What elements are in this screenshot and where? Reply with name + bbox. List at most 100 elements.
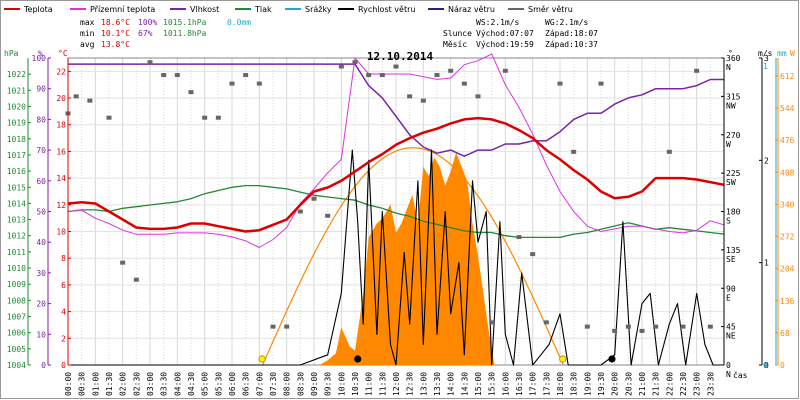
wind-direction-point [694, 68, 700, 73]
x-tick-label: 22:30 [679, 372, 688, 396]
x-tick-label: 09:30 [324, 372, 333, 396]
hpa-tick-label: 1011 [7, 248, 26, 257]
sunset-time: Západ:18:07 [545, 29, 598, 38]
w-tick-label: 204 [780, 265, 795, 274]
x-tick-label: 12:30 [406, 372, 415, 396]
moonrise-marker [608, 355, 616, 363]
solar-potential-line [262, 147, 564, 366]
ms-tick-label: 3 [764, 54, 769, 63]
stat-min-pressure: 1011.8hPa [163, 29, 207, 38]
x-tick-label: 15:30 [488, 372, 497, 396]
w-tick-label: 340 [780, 200, 795, 209]
moonset-time: Západ:10:37 [545, 40, 598, 49]
deg-tick-label: 315 [726, 92, 741, 101]
hpa-tick-label: 1009 [7, 280, 26, 289]
wind-direction-point [284, 324, 290, 329]
hpa-tick-label: 1013 [7, 216, 26, 225]
x-tick-label: 09:00 [310, 372, 319, 396]
x-tick-label: 23:30 [706, 372, 715, 396]
x-tick-label: 17:00 [529, 372, 538, 396]
w-tick-label: 408 [780, 168, 795, 177]
w-tick-label: 476 [780, 136, 795, 145]
pct-tick-label: 100 [32, 54, 47, 63]
pct-tick-label: 60 [36, 177, 46, 186]
wind-direction-point [106, 115, 112, 120]
mm-tick-label: 1 [763, 62, 768, 71]
series-layer [67, 53, 725, 366]
w-tick-label: 612 [780, 72, 795, 81]
deg-tick-label: 225 [726, 169, 741, 178]
w-tick-label: 544 [780, 104, 795, 113]
solar-radiation-area [319, 152, 495, 365]
hpa-tick-label: 1021 [7, 86, 26, 95]
x-tick-label: 10:30 [351, 372, 360, 396]
stat-min-label: min [80, 29, 95, 38]
wind-direction-point [87, 98, 93, 103]
x-tick-label: 21:30 [652, 372, 661, 396]
hpa-tick-label: 1014 [7, 199, 26, 208]
deg-dir-label: N [726, 370, 731, 379]
x-tick-label: 19:00 [583, 372, 592, 396]
pct-tick-label: 50 [36, 208, 46, 217]
temp-tick-label: 16 [56, 147, 66, 156]
moonset-marker [354, 355, 362, 363]
sunrise-marker [258, 355, 266, 363]
x-tick-label: 17:30 [542, 372, 551, 396]
hpa-tick-label: 1015 [7, 183, 26, 192]
wind-direction-point [666, 149, 672, 154]
x-tick-label: 18:30 [570, 372, 579, 396]
x-tick-label: 00:30 [78, 372, 87, 396]
temp-axis-label: °C [58, 49, 68, 58]
wind-direction-point [174, 73, 180, 78]
wind-direction-point [243, 73, 249, 78]
wind-direction-point [625, 324, 631, 329]
x-tick-label: 05:30 [214, 372, 223, 396]
w-axis-label: W [790, 49, 795, 58]
x-tick-label: 01:30 [105, 372, 114, 396]
sunset-marker [559, 355, 567, 363]
legend-item-gust: Náraz větru [448, 5, 495, 14]
wind-direction-point [147, 60, 153, 65]
hpa-tick-label: 1012 [7, 232, 26, 241]
x-tick-label: 20:00 [611, 372, 620, 396]
hpa-tick-label: 1006 [7, 329, 26, 338]
legend-item-pressure: Tlak [254, 5, 272, 14]
x-tick-label: 14:30 [460, 372, 469, 396]
x-tick-label: 02:30 [132, 372, 141, 396]
wind-direction-point [270, 324, 276, 329]
legend-item-rain: Srážky [305, 5, 332, 14]
wind-speed-info: WS:2.1m/s [476, 18, 520, 27]
deg-tick-label: 135 [726, 246, 741, 255]
wind-direction-point [229, 81, 235, 86]
legend: Teplota Přízemní teplota Vlhkost Tlak Sr… [4, 5, 573, 14]
deg-tick-label: 0 [726, 361, 731, 370]
deg-dir-label: W [726, 140, 731, 149]
wind-direction-point [161, 73, 167, 78]
wind-direction-point [256, 81, 262, 86]
wind-direction-point [489, 320, 495, 325]
x-tick-label: 16:00 [501, 372, 510, 396]
hpa-tick-label: 1016 [7, 167, 26, 176]
x-tick-label: 23:00 [693, 372, 702, 396]
wind-direction-point [133, 277, 139, 282]
deg-dir-label: NE [726, 332, 736, 341]
wind-direction-point [707, 324, 713, 329]
wind-direction-point [434, 73, 440, 78]
stat-rain: 0.0mm [227, 18, 251, 27]
wind-direction-point [202, 115, 208, 120]
wind-direction-point [653, 324, 659, 329]
deg-dir-label: E [726, 293, 731, 302]
chart-title: 12.10.2014 [367, 50, 434, 63]
deg-tick-label: 45 [726, 323, 736, 332]
mm-tick-label: 0 [763, 361, 768, 370]
wind-direction-point [530, 252, 536, 257]
x-tick-label: 21:00 [638, 372, 647, 396]
wind-direction-point [297, 209, 303, 214]
wind-direction-point [502, 68, 508, 73]
temperature-line [67, 116, 725, 233]
pct-axis-label: % [38, 49, 43, 58]
temp-tick-label: 14 [56, 174, 66, 183]
stats-block: max 18.6°C 100% 1015.1hPa 0.0mm min 10.1… [80, 18, 251, 49]
solar-layer [262, 147, 564, 366]
wind-direction-point [612, 328, 618, 333]
